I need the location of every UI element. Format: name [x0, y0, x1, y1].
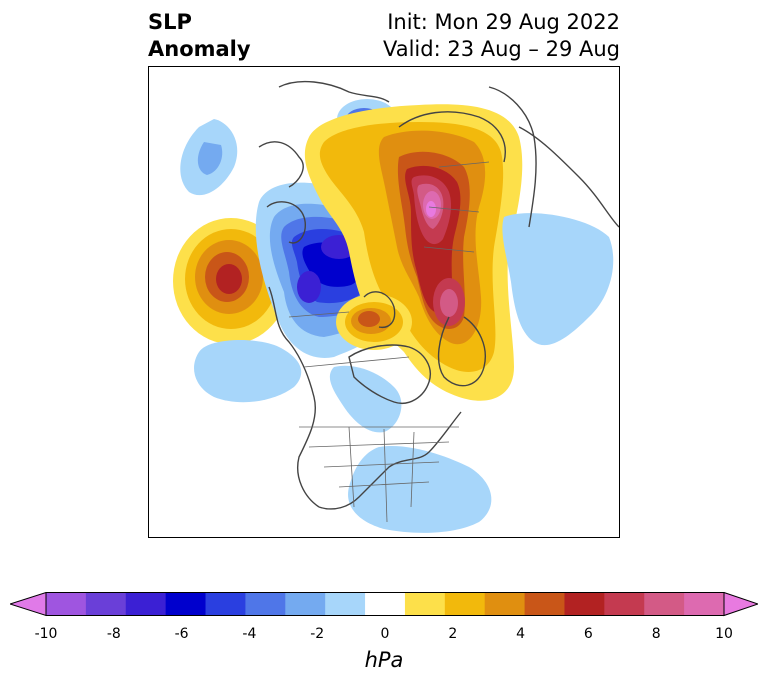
colorbar-unit: hPa: [364, 648, 404, 672]
political-borders: [288, 161, 490, 523]
colorbar-segment: [524, 592, 565, 616]
title-line2: Anomaly: [148, 37, 251, 61]
colorbar-segment: [285, 592, 326, 616]
negative-anomaly-conus: [329, 365, 492, 533]
anomaly-map: [148, 66, 620, 538]
colorbar-tick-label: -10: [34, 626, 58, 642]
colorbar-segment: [644, 592, 685, 616]
colorbar-tick-label: 4: [516, 626, 526, 642]
positive-anomaly-hudson: [336, 294, 412, 350]
colorbar-tick-label: 2: [448, 626, 458, 642]
colorbar: [10, 592, 758, 617]
negative-anomaly-north-pacific: [194, 340, 302, 403]
colorbar-tick-label: -8: [106, 626, 121, 642]
colorbar-segment: [564, 592, 605, 616]
coastlines: [258, 80, 619, 510]
colorbar-segment: [444, 592, 486, 616]
colorbar-tick-label: -2: [310, 626, 325, 642]
colorbar-segment: [604, 592, 645, 616]
valid-range: Valid: 23 Aug – 29 Aug: [382, 37, 620, 61]
colorbar-segment: [484, 592, 526, 616]
colorbar-segments: [10, 592, 758, 617]
colorbar-tick-label: -6: [174, 626, 189, 642]
colorbar-extend-max: [723, 592, 758, 617]
colorbar-segment: [85, 592, 127, 616]
colorbar-segment: [205, 592, 246, 616]
negative-anomaly-east: [502, 213, 614, 346]
colorbar-segment: [365, 592, 406, 616]
positive-anomaly-arctic: [304, 104, 523, 401]
colorbar-tick-label: 0: [380, 626, 390, 642]
colorbar-extend-min: [10, 592, 47, 617]
colorbar-segment: [684, 592, 725, 616]
colorbar-segment: [46, 592, 87, 616]
date-info: Init: Mon 29 Aug 2022 Valid: 23 Aug – 29…: [383, 9, 620, 63]
init-date: Init: Mon 29 Aug 2022: [387, 10, 620, 34]
colorbar-segment: [325, 592, 366, 616]
colorbar-tick-label: 10: [715, 626, 733, 642]
negative-anomaly-west: [180, 119, 238, 196]
map-title: SLP Anomaly: [148, 9, 251, 63]
colorbar-segment: [165, 592, 207, 616]
colorbar-segment: [245, 592, 286, 616]
title-line1: SLP: [148, 10, 192, 34]
colorbar-tick-label: -4: [242, 626, 257, 642]
colorbar-frame: [45, 592, 725, 616]
colorbar-tick-label: 8: [651, 626, 661, 642]
map-svg: [173, 80, 619, 533]
colorbar-segment: [125, 592, 167, 616]
colorbar-segment: [404, 592, 446, 616]
colorbar-tick-label: 6: [583, 626, 593, 642]
